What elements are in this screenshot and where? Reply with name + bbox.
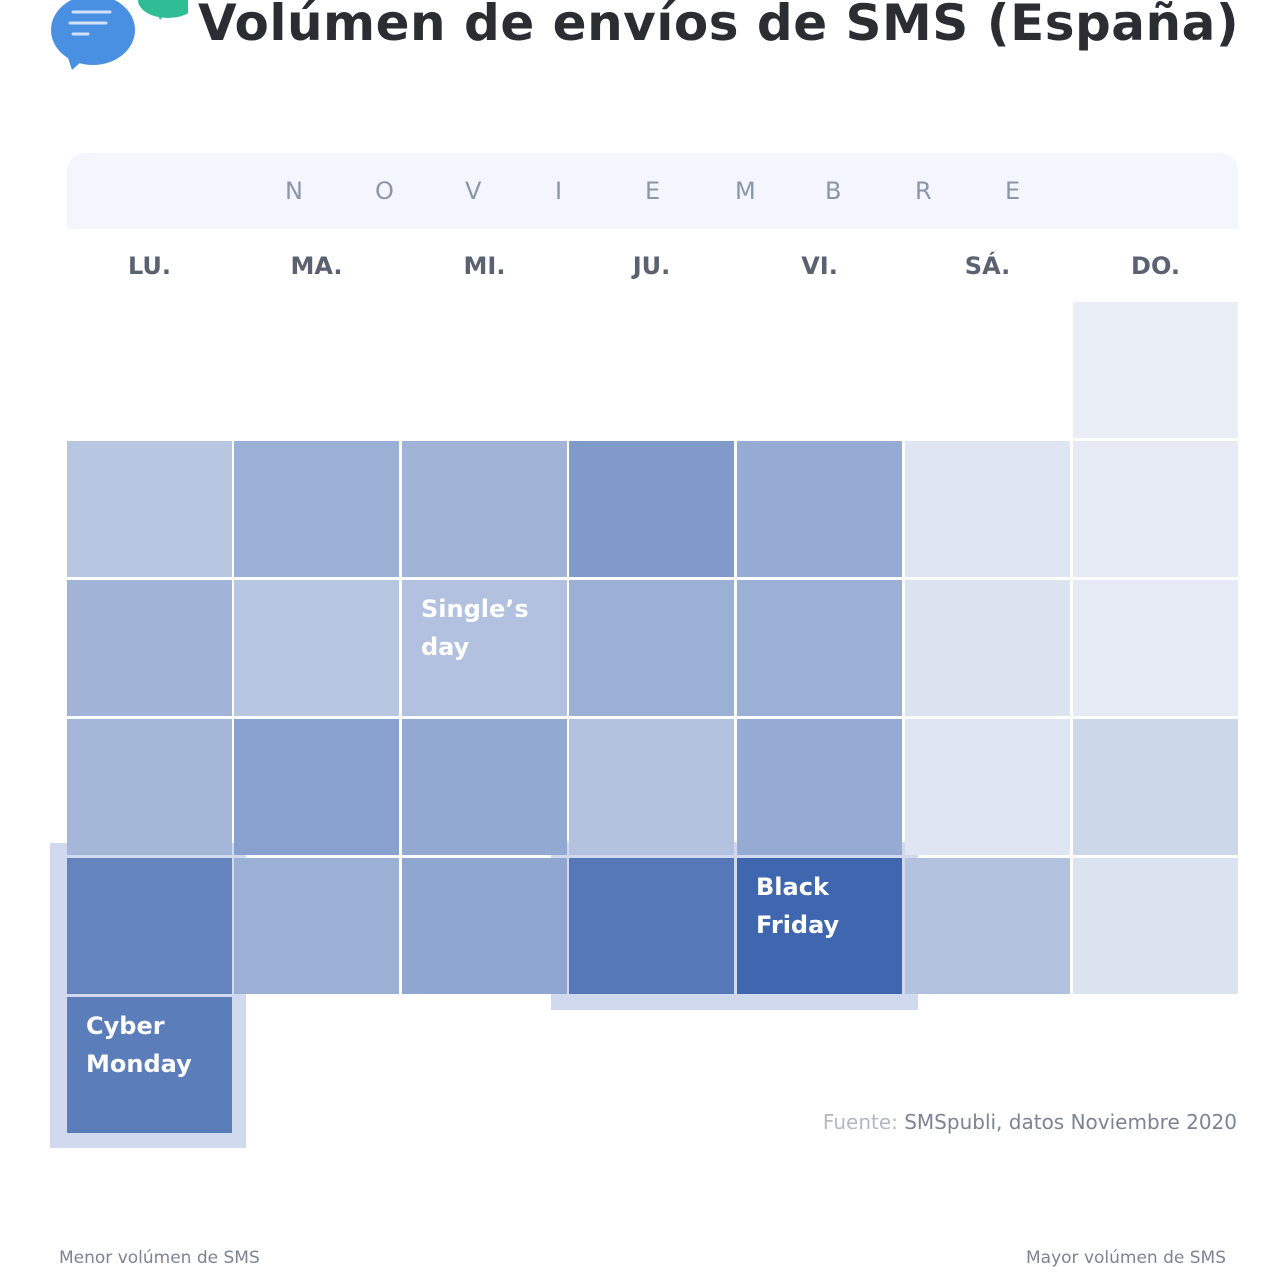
heatmap-cell [67, 580, 232, 716]
month-letter: N [285, 177, 303, 205]
heatmap-cell [1073, 302, 1238, 438]
weekday-label: VI. [801, 252, 838, 280]
chart-title: Volúmen de envíos de SMS (España) [198, 0, 1240, 52]
heatmap-cell [1073, 580, 1238, 716]
month-letter: O [375, 177, 394, 205]
month-letter: V [465, 177, 482, 205]
heatmap-cell [905, 719, 1070, 855]
month-letter: M [735, 177, 756, 205]
annotation-label: day [421, 633, 470, 661]
heatmap-cell [737, 719, 902, 855]
heatmap-cell [1073, 719, 1238, 855]
month-letter: E [1005, 177, 1021, 205]
weekday-label: DO. [1131, 252, 1180, 280]
heatmap-cell [737, 580, 902, 716]
heatmap-cell [67, 441, 232, 577]
legend-high-label: Mayor volúmen de SMS [1026, 1248, 1226, 1268]
heatmap-cell [402, 719, 567, 855]
annotation-label: Black [756, 873, 829, 901]
month-letter: E [645, 177, 661, 205]
month-letter: R [915, 177, 932, 205]
weekday-label: JU. [632, 252, 671, 280]
month-letter: B [825, 177, 842, 205]
heatmap-cell [1073, 858, 1238, 994]
heatmap-cell [234, 580, 399, 716]
annotation-label: Cyber [86, 1012, 165, 1040]
heatmap-cell [905, 441, 1070, 577]
heatmap-cell [234, 719, 399, 855]
weekday-label: MI. [463, 252, 506, 280]
chat-bubbles-icon [51, 0, 188, 70]
heatmap-cell [569, 858, 734, 994]
heatmap-cell [569, 441, 734, 577]
source-note: Fuente: SMSpubli, datos Noviembre 2020 [823, 1110, 1237, 1134]
heatmap-cell [234, 441, 399, 577]
legend-low-label: Menor volúmen de SMS [59, 1248, 260, 1268]
heatmap-cell [1073, 441, 1238, 577]
heatmap-cell [569, 719, 734, 855]
heatmap-cell [402, 858, 567, 994]
source-prefix: Fuente: [822, 1110, 898, 1134]
heatmap-cell [67, 997, 232, 1133]
annotation-label: Single’s [421, 595, 529, 623]
weekday-label: LU. [127, 252, 172, 280]
heatmap-cell [737, 441, 902, 577]
heatmap-cell [67, 858, 232, 994]
month-letter: I [555, 177, 563, 205]
heatmap-cell [737, 858, 902, 994]
source-text: SMSpubli, datos Noviembre 2020 [904, 1110, 1237, 1134]
heatmap-cell [905, 580, 1070, 716]
weekday-label: SÁ. [964, 252, 1011, 280]
heatmap-cell [402, 441, 567, 577]
annotation-label: Friday [756, 911, 840, 939]
weekday-label: MA. [290, 252, 343, 280]
heatmap-cell [569, 580, 734, 716]
heatmap-cell [402, 580, 567, 716]
annotation-label: Monday [86, 1050, 192, 1078]
heatmap-cell [234, 858, 399, 994]
heatmap-cell [67, 719, 232, 855]
heatmap-cell [905, 858, 1070, 994]
